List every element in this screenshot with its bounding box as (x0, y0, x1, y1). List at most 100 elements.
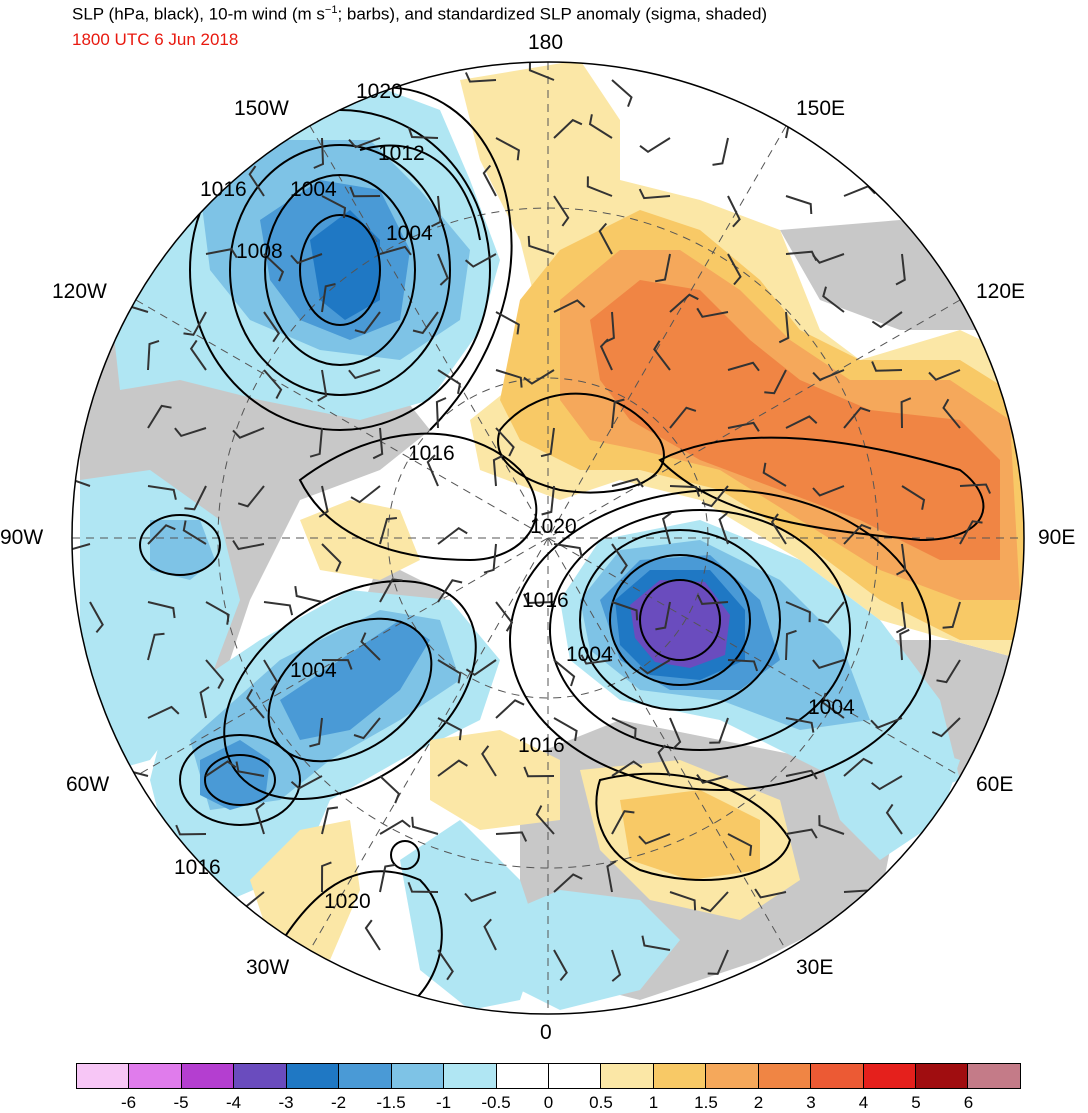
wind-barb (553, 873, 583, 893)
colorbar-label: -3 (278, 1093, 294, 1112)
wind-barb (818, 601, 845, 624)
wind-barb (727, 659, 759, 672)
colorbar-swatch (339, 1064, 392, 1088)
wind-barb (72, 542, 91, 553)
wind-barb (931, 717, 961, 738)
north-atlantic-high (430, 730, 560, 830)
wind-barb (263, 369, 283, 399)
isobar-pacific-high (497, 392, 665, 494)
wind-barb (611, 543, 628, 575)
wind-barb (638, 833, 671, 845)
wind-barb (718, 512, 729, 545)
isobar-atlantic-1020 (259, 870, 443, 1011)
contour-label: 1016 (174, 856, 221, 879)
isobar-baffin-2 (223, 579, 477, 801)
siberian-high-deep (590, 280, 1000, 560)
map-disk (72, 62, 1024, 1014)
isobar-nw-1012 (359, 144, 481, 241)
wind-barb (495, 601, 514, 632)
isobar-aleutian-3 (229, 144, 451, 396)
wind-barb (205, 601, 230, 625)
wind-barb (657, 744, 671, 777)
wind-barb (89, 601, 104, 634)
wind-barb (437, 717, 463, 741)
wind-barb (199, 686, 210, 719)
colorbar-label: -5 (173, 1093, 189, 1112)
wind-barb (599, 338, 613, 371)
wind-barb (412, 311, 439, 335)
wind-barb (263, 253, 285, 282)
europe-high-med (620, 790, 760, 880)
colorbar-swatch (391, 1064, 445, 1088)
wind-barb (611, 810, 635, 835)
colorbar-label: 0 (543, 1093, 554, 1112)
isobar-aleutian-2 (264, 174, 416, 366)
title-superscript: −1 (324, 4, 338, 16)
wind-barb (72, 467, 91, 487)
isobar-hudson (139, 514, 221, 576)
wind-barb (900, 397, 912, 429)
colorbar-label: -4 (225, 1093, 242, 1112)
wind-barb (147, 524, 176, 545)
wind-barb (353, 717, 381, 740)
colorbar-swatch (496, 1064, 549, 1088)
wind-barb (189, 339, 207, 371)
colorbar-swatch (77, 1064, 130, 1088)
wind-barb (669, 485, 701, 497)
wind-barb (611, 949, 622, 982)
wind-barb (309, 427, 323, 458)
wind-barb (696, 307, 729, 318)
wind-barb (821, 692, 845, 719)
isobar-kara-5 (509, 489, 931, 791)
contour-label: 1020 (324, 890, 371, 913)
wind-barb (290, 775, 323, 790)
isobar-kara-3 (579, 529, 781, 711)
kara-low-core (630, 580, 730, 668)
wind-barb (822, 286, 845, 313)
map-boundary (71, 61, 1025, 1015)
colorbar-swatch (286, 1064, 340, 1088)
wind-barb (942, 601, 961, 629)
wind-barb (495, 369, 523, 388)
wind-barb (379, 863, 396, 893)
colorbar-label: -6 (120, 1093, 137, 1112)
wind-barb (588, 114, 613, 139)
wind-barb (360, 632, 381, 661)
colorbar-swatch (548, 1064, 602, 1088)
wind-barb (812, 485, 845, 497)
wind-barb (895, 253, 906, 286)
wind-barb (147, 705, 180, 719)
colorbar-label: -0.5 (481, 1093, 511, 1112)
wind-barb (147, 404, 172, 429)
contour-label: 1004 (808, 696, 855, 719)
wind-barb (598, 222, 613, 255)
wind-barb (147, 339, 160, 371)
isobar-aleutian-1 (299, 214, 381, 326)
wind-barb (379, 578, 403, 603)
meridian-150w-30e (309, 125, 787, 951)
colorbar-label: -1 (435, 1093, 452, 1112)
colorbar-label: 6 (963, 1093, 974, 1112)
wind-barb (235, 761, 265, 777)
wind-barb (437, 253, 449, 286)
isobar-kara-4 (549, 509, 851, 751)
wind-barb (147, 601, 176, 619)
wind-barb (638, 188, 671, 200)
wind-barb (812, 659, 845, 669)
wind-barb (586, 176, 613, 197)
colorbar-swatch (234, 1064, 287, 1088)
wind-barb (465, 659, 497, 677)
wind-barb (263, 659, 279, 691)
aleutian-low-core (310, 210, 380, 320)
contour-label: 1016 (522, 589, 569, 612)
wind-barb (407, 881, 439, 893)
wind-barb (407, 127, 439, 139)
wind-barb (818, 815, 845, 835)
lon-label-60e: 60E (976, 773, 1014, 796)
wind-barb (232, 540, 265, 551)
wind-barb (700, 891, 729, 913)
wind-barb (701, 485, 729, 508)
wind-barb (871, 311, 903, 329)
lon-label-30w: 30W (246, 956, 290, 979)
wind-barb (936, 659, 961, 684)
